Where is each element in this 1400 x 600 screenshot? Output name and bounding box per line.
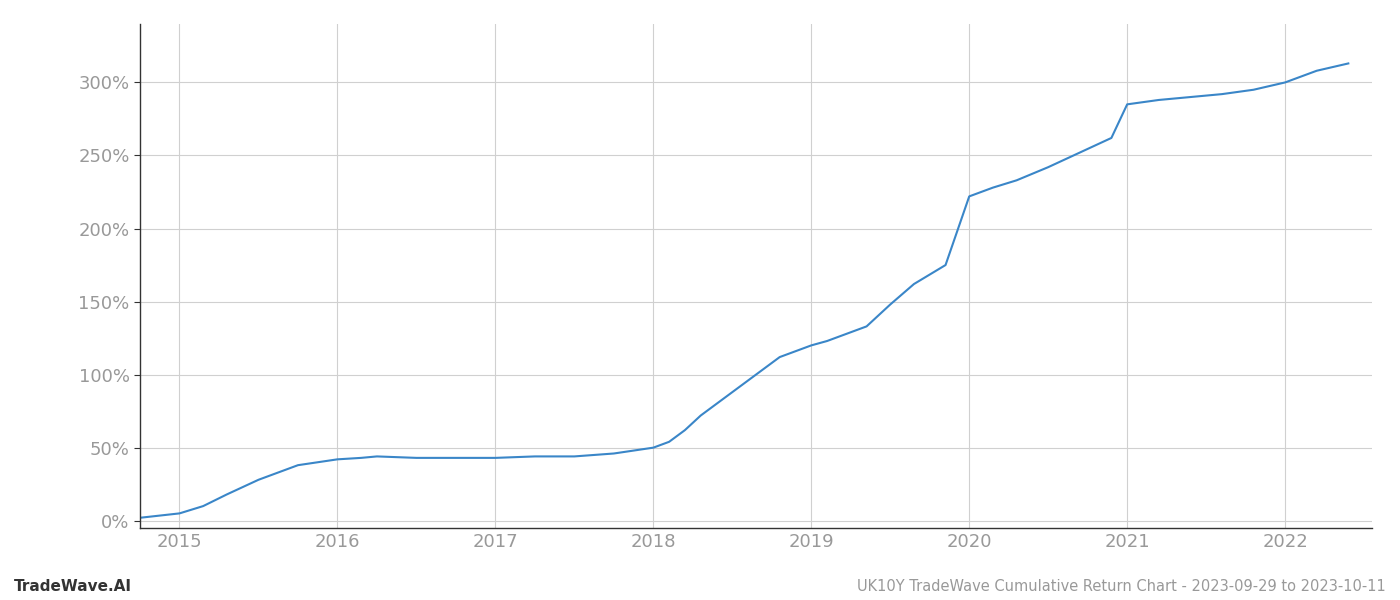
Text: UK10Y TradeWave Cumulative Return Chart - 2023-09-29 to 2023-10-11: UK10Y TradeWave Cumulative Return Chart …: [857, 579, 1386, 594]
Text: TradeWave.AI: TradeWave.AI: [14, 579, 132, 594]
